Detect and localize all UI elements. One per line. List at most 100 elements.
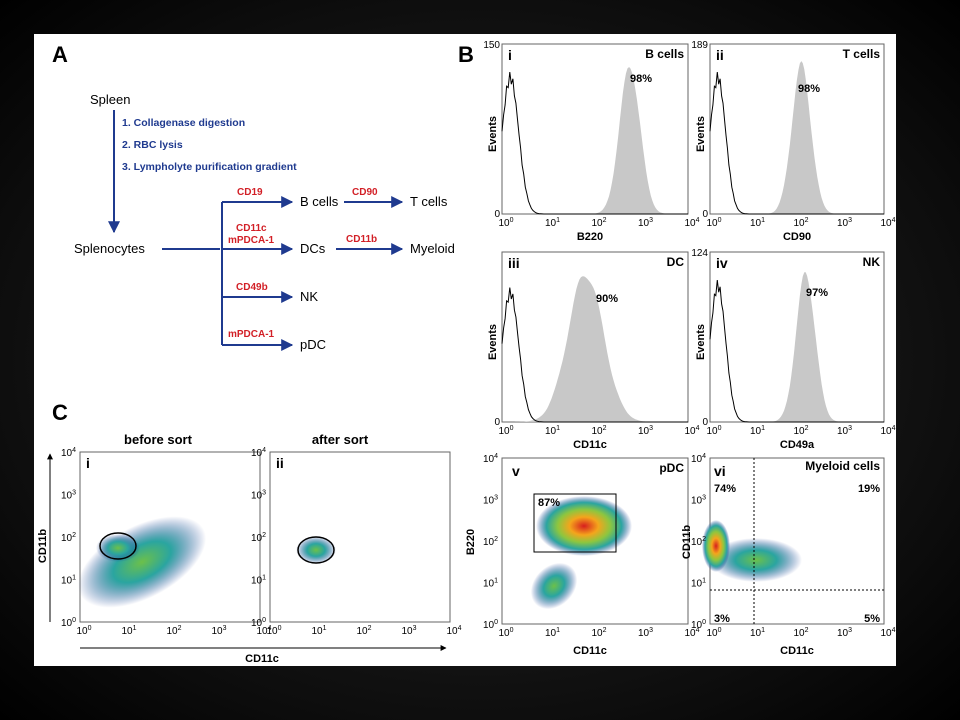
x-tick-label: 103 bbox=[837, 217, 852, 229]
hist-ii: ii T cells 98% 189 0 Events CD90 bbox=[691, 40, 885, 243]
panel-c-ylabel: CD11b bbox=[37, 529, 49, 564]
dotplot-vi-q-br: 5% bbox=[864, 613, 880, 625]
hist-i-xlabel: B220 bbox=[577, 231, 603, 243]
flow-step-2: 2. RBC lysis bbox=[122, 139, 183, 151]
hist-iii-ylabel: Events bbox=[487, 324, 499, 360]
y-tick-label: 104 bbox=[691, 453, 706, 465]
hist-i-ymax: 150 bbox=[483, 40, 500, 51]
hist-i-ylabel: Events bbox=[487, 116, 499, 152]
flow-marker-cd19: CD19 bbox=[237, 187, 263, 198]
x-tick-label: 100 bbox=[706, 217, 721, 229]
x-tick-label: 104 bbox=[684, 627, 699, 639]
hist-iii-percent: 90% bbox=[596, 293, 618, 305]
dotplot-vi-q-tr: 19% bbox=[858, 483, 880, 495]
hist-iv-roman: iv bbox=[716, 255, 728, 271]
hist-i-fill bbox=[502, 67, 688, 214]
hist-i-percent: 98% bbox=[630, 73, 652, 85]
plot-c-i-roman: i bbox=[86, 455, 90, 471]
x-tick-label: 100 bbox=[706, 627, 721, 639]
dotplot-v-xlabel: CD11c bbox=[573, 645, 607, 657]
y-tick-label: 102 bbox=[251, 532, 266, 544]
x-tick-label: 101 bbox=[750, 425, 765, 437]
panel-a-letter: A bbox=[52, 42, 68, 67]
hist-iv-fill bbox=[710, 272, 884, 422]
flow-target-bcells: B cells bbox=[300, 194, 339, 209]
y-tick-label: 102 bbox=[691, 536, 706, 548]
plot-c-i-title: before sort bbox=[124, 432, 193, 447]
hist-iv-ymin: 0 bbox=[702, 417, 708, 428]
hist-iii: iii DC 90% 0 Events CD11c bbox=[487, 251, 689, 451]
hist-iv-title: NK bbox=[863, 255, 881, 269]
x-tick-label: 102 bbox=[356, 625, 371, 637]
y-tick-label: 103 bbox=[251, 490, 266, 502]
hist-ii-ylabel: Events bbox=[695, 116, 707, 152]
y-tick-label: 101 bbox=[61, 575, 76, 587]
dotplot-v-gate bbox=[533, 493, 617, 553]
x-tick-label: 104 bbox=[880, 425, 895, 437]
y-tick-label: 103 bbox=[61, 490, 76, 502]
y-tick-label: 102 bbox=[483, 536, 498, 548]
x-tick-label: 100 bbox=[498, 627, 513, 639]
plot-c-i-gate bbox=[99, 532, 137, 560]
y-tick-label: 100 bbox=[61, 617, 76, 629]
plot-c-ii-roman: ii bbox=[276, 455, 284, 471]
y-tick-label: 100 bbox=[691, 619, 706, 631]
dotplot-vi-ylabel: CD11b bbox=[681, 525, 693, 560]
y-tick-label: 103 bbox=[483, 495, 498, 507]
x-tick-label: 100 bbox=[266, 625, 281, 637]
flow-marker-mpdca1-dc: mPDCA-1 bbox=[228, 235, 275, 246]
panel-b-letter: B bbox=[458, 42, 474, 67]
dotplot-v: v pDC 87% B220 CD11c bbox=[465, 457, 689, 657]
x-tick-label: 100 bbox=[706, 425, 721, 437]
hist-iv-ylabel: Events bbox=[695, 324, 707, 360]
y-tick-label: 102 bbox=[61, 532, 76, 544]
x-tick-label: 101 bbox=[545, 425, 560, 437]
hist-ii-xlabel: CD90 bbox=[783, 231, 811, 243]
dotplot-vi-roman: vi bbox=[714, 463, 726, 479]
flow-target-pdc: pDC bbox=[300, 337, 326, 352]
dotplot-vi-title: Myeloid cells bbox=[805, 459, 880, 473]
x-tick-label: 102 bbox=[793, 217, 808, 229]
dotplot-vi: vi Myeloid cells 74% 19% 3% 5% CD11b CD1… bbox=[681, 457, 885, 657]
x-tick-label: 103 bbox=[638, 425, 653, 437]
plot-c-ii-title: after sort bbox=[312, 432, 369, 447]
x-tick-label: 103 bbox=[401, 625, 416, 637]
flow-marker-cd11b: CD11b bbox=[346, 234, 377, 245]
y-tick-label: 101 bbox=[483, 578, 498, 590]
y-tick-label: 101 bbox=[251, 575, 266, 587]
hist-ii-percent: 98% bbox=[798, 83, 820, 95]
flow-step-3: 3. Lympholyte purification gradient bbox=[122, 161, 297, 173]
hist-i-title: B cells bbox=[645, 47, 684, 61]
hist-iii-xlabel: CD11c bbox=[573, 439, 607, 451]
flow-target-tcells: T cells bbox=[410, 194, 448, 209]
dotplot-v-ylabel: B220 bbox=[465, 529, 477, 555]
panel-c-xlabel: CD11c bbox=[245, 653, 279, 665]
x-tick-label: 100 bbox=[498, 217, 513, 229]
x-tick-label: 101 bbox=[121, 625, 136, 637]
x-tick-label: 104 bbox=[684, 425, 699, 437]
hist-i-roman: i bbox=[508, 47, 512, 63]
plot-c-ii-cloud bbox=[296, 536, 336, 564]
x-tick-label: 103 bbox=[638, 627, 653, 639]
x-tick-label: 102 bbox=[793, 425, 808, 437]
plot-c-ii-gate bbox=[297, 536, 335, 564]
flow-marker-cd11c: CD11c bbox=[236, 223, 267, 234]
hist-ii-roman: ii bbox=[716, 47, 724, 63]
dotplot-v-tail bbox=[530, 562, 578, 610]
panel-a: A Spleen 1. Collagenase digestion 2. RBC… bbox=[52, 42, 455, 352]
panel-c-letter: C bbox=[52, 400, 68, 425]
y-tick-label: 101 bbox=[691, 578, 706, 590]
plot-c-i-cloud-b bbox=[96, 534, 140, 562]
x-tick-label: 104 bbox=[446, 625, 461, 637]
hist-iv: iv NK 97% 124 0 Events CD49a bbox=[691, 248, 885, 451]
plot-c-i-frame bbox=[79, 451, 261, 623]
flow-target-dcs: DCs bbox=[300, 241, 326, 256]
x-tick-label: 103 bbox=[211, 625, 226, 637]
x-tick-label: 101 bbox=[750, 627, 765, 639]
x-tick-label: 104 bbox=[880, 627, 895, 639]
hist-iii-roman: iii bbox=[508, 255, 520, 271]
x-tick-label: 102 bbox=[166, 625, 181, 637]
flow-marker-mpdca1-pdc: mPDCA-1 bbox=[228, 329, 275, 340]
dotplot-vi-q-bl: 3% bbox=[714, 613, 730, 625]
